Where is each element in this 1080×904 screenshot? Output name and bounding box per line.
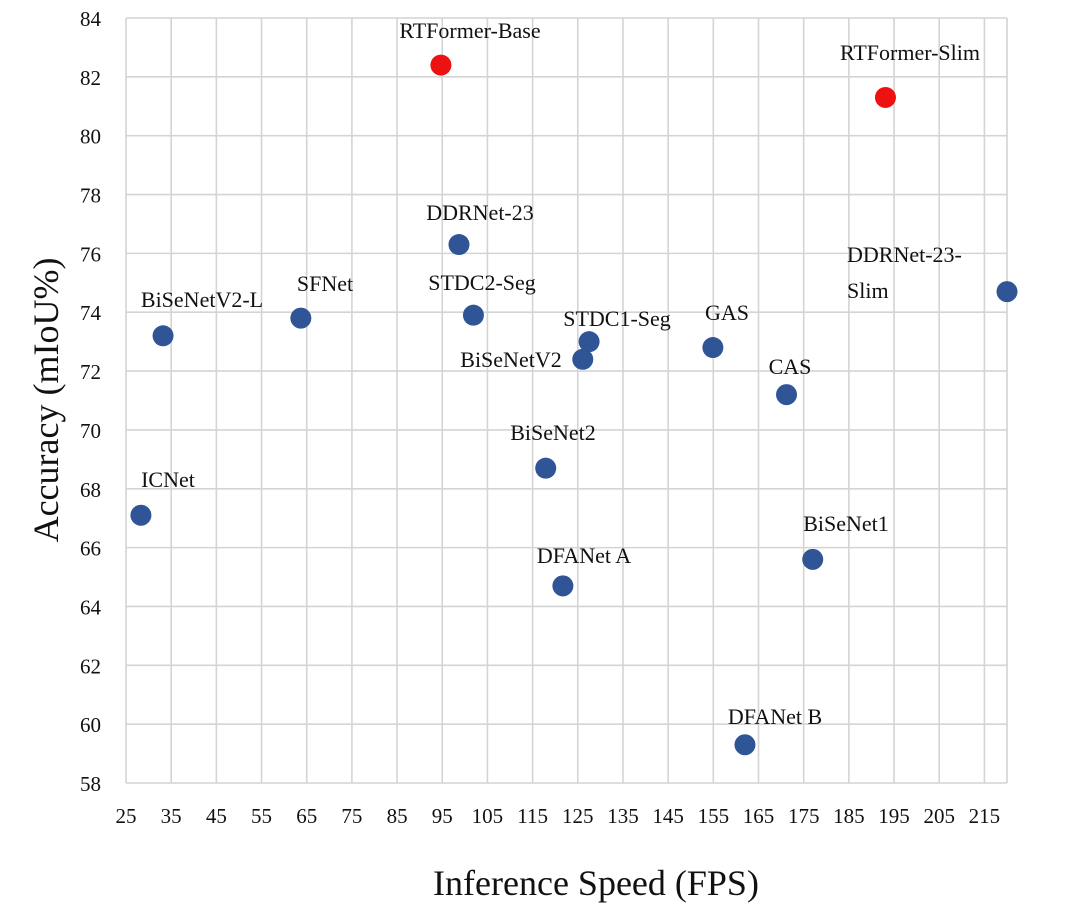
x-tick-label: 25 — [116, 804, 137, 828]
x-tick-label: 85 — [387, 804, 408, 828]
x-tick-label: 65 — [296, 804, 317, 828]
data-point — [152, 325, 174, 347]
data-point — [448, 234, 470, 256]
y-tick-label: 64 — [80, 595, 102, 619]
x-tick-label: 155 — [698, 804, 730, 828]
y-tick-label: 62 — [80, 654, 101, 678]
x-tick-label: 35 — [161, 804, 182, 828]
point-label: DDRNet-23-Slim — [847, 242, 962, 303]
y-tick-label: 84 — [80, 7, 102, 31]
y-tick-label: 70 — [80, 419, 101, 443]
data-point — [734, 734, 756, 756]
point-label: DFANet B — [728, 704, 822, 729]
x-tick-label: 165 — [743, 804, 775, 828]
x-tick-label: 185 — [833, 804, 865, 828]
data-point — [572, 348, 594, 370]
data-point — [552, 575, 574, 597]
x-tick-label: 115 — [517, 804, 548, 828]
y-tick-label: 72 — [80, 360, 101, 384]
data-point — [802, 548, 824, 570]
x-tick-label: 145 — [652, 804, 684, 828]
y-tick-label: 78 — [80, 184, 101, 208]
point-labels: RTFormer-Base RTFormer-Slim DDRNet-23 DDRNe… — [141, 18, 980, 729]
y-tick-label: 60 — [80, 713, 101, 737]
point-label: BiSeNetV2 — [460, 347, 561, 372]
data-point — [130, 504, 152, 526]
point-label: BiSeNetV2-L — [141, 287, 263, 312]
data-point — [290, 307, 312, 329]
x-tick-label: 135 — [607, 804, 639, 828]
x-tick-label: 175 — [788, 804, 820, 828]
x-tick-label: 125 — [562, 804, 594, 828]
x-tick-label: 75 — [341, 804, 362, 828]
point-label: GAS — [705, 300, 749, 325]
y-tick-label: 58 — [80, 772, 101, 796]
point-label: RTFormer-Base — [399, 18, 540, 43]
x-tick-label: 195 — [878, 804, 910, 828]
y-tick-label: 66 — [80, 537, 101, 561]
x-axis-title: Inference Speed (FPS) — [433, 863, 759, 903]
x-tick-label: 205 — [923, 804, 955, 828]
y-axis-title: Accuracy (mIoU%) — [26, 258, 66, 543]
data-point — [578, 331, 600, 353]
y-tick-labels: 58 60 62 64 66 68 70 72 74 76 78 80 82 84 — [80, 7, 102, 796]
point-label: SFNet — [297, 271, 353, 296]
point-label: CAS — [769, 354, 812, 379]
point-label: BiSeNet2 — [510, 420, 596, 445]
point-label: BiSeNet1 — [803, 511, 889, 536]
y-tick-label: 80 — [80, 125, 101, 149]
data-point — [535, 457, 557, 479]
data-point — [874, 86, 896, 108]
data-point — [996, 281, 1018, 303]
x-tick-label: 45 — [206, 804, 227, 828]
y-tick-label: 68 — [80, 478, 101, 502]
data-point — [776, 384, 798, 406]
y-tick-label: 82 — [80, 66, 101, 90]
point-label: DDRNet-23 — [426, 200, 534, 225]
y-tick-label: 76 — [80, 242, 101, 266]
x-tick-label: 105 — [472, 804, 504, 828]
point-label: RTFormer-Slim — [840, 40, 980, 65]
data-points — [130, 54, 1018, 756]
x-tick-labels: 25 35 45 55 65 75 85 95 105 115 125 135 145 155 165 175… — [116, 804, 1001, 828]
point-label: STDC2-Seg — [428, 270, 536, 295]
grid — [125, 17, 1008, 784]
x-tick-label: 95 — [432, 804, 453, 828]
point-label: STDC1-Seg — [563, 306, 671, 331]
x-tick-label: 55 — [251, 804, 272, 828]
point-label: ICNet — [141, 467, 195, 492]
point-label: DFANet A — [537, 543, 631, 568]
y-tick-label: 74 — [80, 301, 102, 325]
data-point — [430, 54, 452, 76]
data-point — [702, 337, 724, 359]
data-point — [462, 304, 484, 326]
x-tick-label: 215 — [969, 804, 1001, 828]
